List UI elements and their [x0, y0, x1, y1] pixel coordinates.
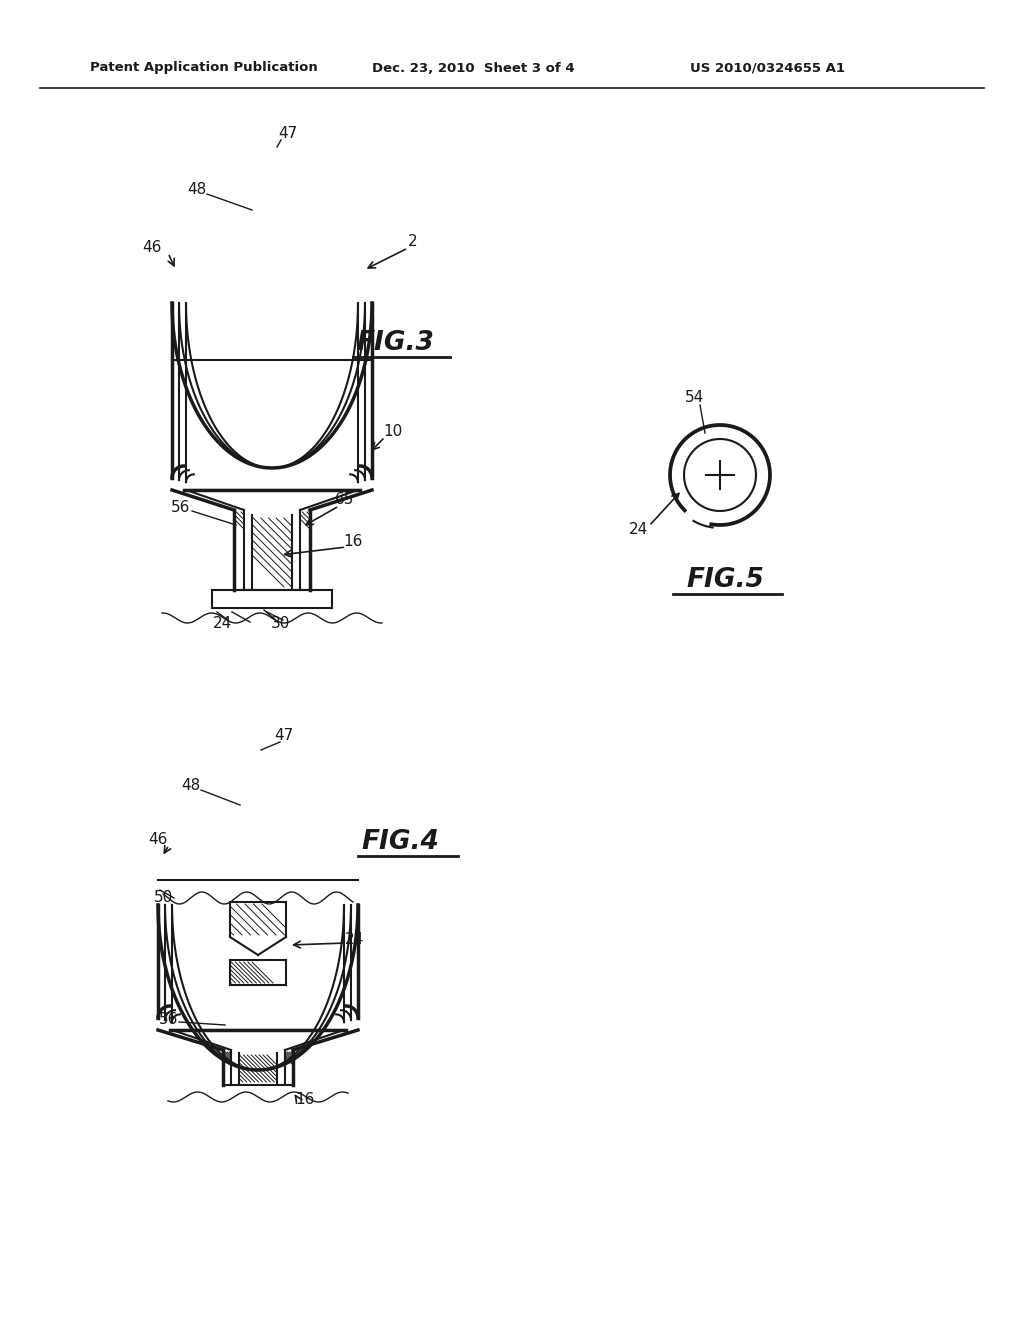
Text: 56: 56: [159, 1012, 178, 1027]
Text: 10: 10: [383, 425, 402, 440]
Text: 2: 2: [408, 235, 418, 249]
Text: Dec. 23, 2010  Sheet 3 of 4: Dec. 23, 2010 Sheet 3 of 4: [372, 62, 574, 74]
Text: 30: 30: [271, 615, 291, 631]
Text: 24: 24: [629, 523, 648, 537]
Text: 54: 54: [684, 391, 703, 405]
Text: 48: 48: [187, 182, 207, 198]
Text: US 2010/0324655 A1: US 2010/0324655 A1: [690, 62, 845, 74]
Text: 47: 47: [279, 125, 298, 140]
Text: 16: 16: [295, 1093, 314, 1107]
Text: FIG.3: FIG.3: [356, 330, 434, 356]
Text: 50: 50: [154, 891, 173, 906]
Text: 46: 46: [148, 833, 168, 847]
Text: 65: 65: [335, 492, 354, 507]
Text: 46: 46: [142, 240, 162, 256]
Text: 48: 48: [181, 777, 200, 792]
Text: 47: 47: [274, 727, 294, 742]
Text: 24: 24: [345, 932, 365, 948]
Text: Patent Application Publication: Patent Application Publication: [90, 62, 317, 74]
Text: 56: 56: [171, 500, 190, 516]
Text: 16: 16: [343, 535, 362, 549]
Text: FIG.5: FIG.5: [686, 568, 764, 593]
Text: 24: 24: [212, 615, 231, 631]
Text: FIG.4: FIG.4: [361, 829, 439, 855]
